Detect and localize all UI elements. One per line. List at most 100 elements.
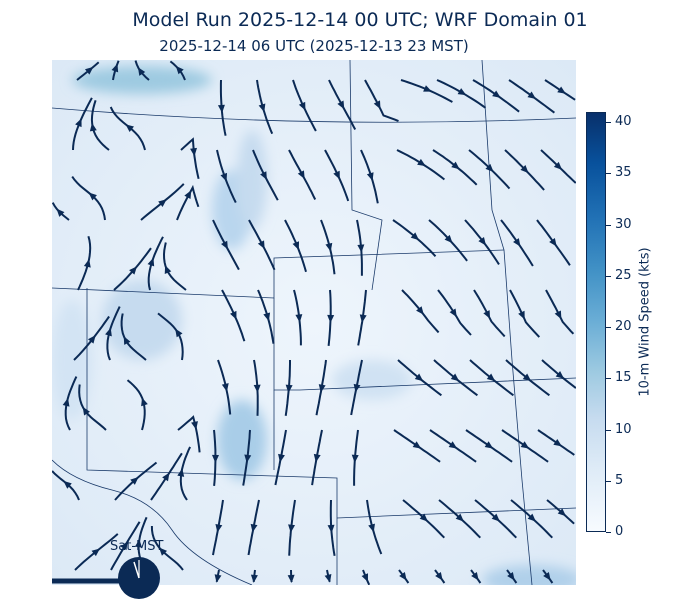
streamline-arrow: [253, 384, 261, 393]
streamline-arrow: [87, 335, 96, 344]
streamline-arrow: [159, 547, 168, 556]
streamline-arrow: [134, 539, 142, 548]
streamline-arrow: [520, 164, 529, 174]
streamline-arrow: [257, 240, 265, 250]
streamline-arrow: [416, 306, 424, 315]
state-borders: [52, 60, 576, 585]
streamline-arrow: [105, 327, 112, 337]
streamline-arrow: [483, 310, 491, 319]
streamline-arrow: [214, 574, 222, 583]
streamline-arrow: [62, 397, 70, 407]
streamline-arrow: [162, 472, 170, 482]
streamline-arrow: [448, 441, 458, 449]
colorbar-tick: [606, 480, 611, 482]
streamline-arrow: [82, 406, 90, 416]
figure-title: Model Run 2025-12-14 00 UTC; WRF Domain …: [132, 9, 588, 31]
streamline-arrow: [457, 88, 467, 96]
streamline-arrow: [324, 574, 332, 583]
wind-speed-patch: [237, 130, 267, 230]
streamline-arrow: [250, 574, 258, 583]
streamline-arrow: [147, 257, 155, 267]
streamline-arrow: [555, 371, 565, 379]
streamline-arrow: [507, 571, 515, 581]
streamline-arrow: [553, 161, 563, 170]
streamline-arrow: [327, 524, 335, 533]
colorbar-tick-label: 35: [615, 165, 632, 181]
streamline-arrow: [137, 67, 146, 76]
streamline-arrow: [130, 476, 139, 485]
streamline-arrow: [221, 383, 229, 392]
streamline-arrow: [318, 384, 326, 393]
streamline-arrow: [333, 170, 340, 180]
streamline-arrow: [484, 441, 494, 449]
streamline-arrow: [175, 328, 183, 338]
streamline-arrow: [221, 240, 228, 250]
streamline-arrow: [288, 524, 296, 533]
streamline-arrow: [285, 384, 293, 393]
streamline-arrow: [191, 421, 198, 430]
wind-speed-patch: [52, 300, 92, 420]
colorbar-tick: [606, 378, 611, 380]
streamline-arrow: [88, 192, 97, 201]
streamline-arrow: [313, 453, 321, 463]
streamline-arrow: [337, 100, 345, 110]
streamline-arrow: [141, 397, 148, 407]
streamline-arrow: [351, 454, 359, 463]
streamline-arrow: [444, 234, 453, 244]
streamline-arrow: [56, 208, 65, 217]
streamline-arrow: [292, 241, 300, 250]
streamline-arrow: [258, 103, 266, 113]
wind-speed-patch: [217, 400, 267, 480]
colorbar-tick-label: 30: [615, 216, 632, 232]
colorbar-tick-label: 0: [615, 524, 624, 539]
wind-speed-patch: [332, 360, 412, 400]
colorbar-tick: [606, 532, 611, 533]
wind-speed-patch: [72, 66, 212, 94]
streamline-arrow: [549, 237, 557, 247]
streamline-arrow: [111, 63, 119, 73]
streamline-arrow: [518, 310, 525, 320]
streamline-arrow: [89, 122, 97, 132]
figure-subtitle: 2025-12-14 06 UTC (2025-12-13 23 MST): [159, 37, 469, 55]
streamline-arrow: [450, 373, 460, 382]
streamline-arrow: [455, 513, 464, 522]
streamline-arrow: [357, 244, 365, 253]
streamline-arrow: [527, 513, 536, 522]
streamline-arrow: [449, 308, 457, 318]
streamline-arrow: [557, 508, 567, 517]
streamline-arrow: [451, 161, 460, 170]
streamline-arrow: [527, 91, 536, 99]
streamline-arrow: [366, 172, 374, 181]
streamline-arrow: [325, 242, 333, 252]
streamline-arrow: [410, 232, 420, 241]
streamline-arrow: [557, 86, 566, 94]
streamline-arrow: [353, 383, 361, 393]
streamline-arrow: [435, 571, 443, 581]
streamline-arrow: [543, 571, 551, 581]
streamline-arrow: [399, 571, 407, 581]
streamline-arrow: [327, 314, 335, 323]
streamline-arrow: [471, 571, 479, 581]
streamline-arrow: [492, 90, 501, 98]
streamline-arrow: [83, 259, 91, 268]
colorbar-tick: [606, 173, 611, 175]
streamline-arrow: [491, 513, 500, 522]
colorbar-tick: [606, 275, 611, 277]
streamline-arrow: [513, 238, 521, 247]
streamline-arrow: [158, 199, 167, 207]
streamline-arrow: [485, 163, 494, 172]
streamline-arrow: [217, 104, 225, 113]
streamline-arrow: [260, 171, 267, 180]
streamline-arrow: [368, 523, 375, 533]
streamline-arrow: [478, 236, 486, 246]
streamline-arrow: [120, 541, 128, 551]
streamline-arrow: [554, 310, 562, 320]
streamline-arrow: [298, 101, 306, 111]
colorbar-tick: [606, 327, 611, 329]
streamline-arrow: [522, 373, 532, 382]
streamline-arrow: [164, 265, 172, 274]
streamline-arrow: [359, 314, 367, 323]
wind-map: [52, 60, 576, 585]
